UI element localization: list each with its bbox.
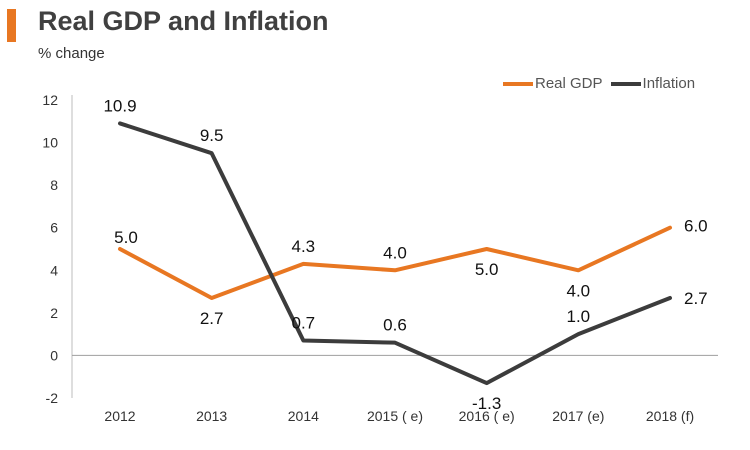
x-tick-label: 2016 ( e) — [459, 408, 515, 424]
y-tick-label: 12 — [42, 92, 58, 108]
legend-swatch-real-gdp — [503, 81, 533, 86]
data-label-real-gdp: 4.0 — [567, 281, 591, 300]
data-label-real-gdp: 6.0 — [684, 217, 708, 236]
y-tick-label: 4 — [50, 262, 58, 278]
y-tick-label: 2 — [50, 305, 58, 321]
legend-label-real-gdp: Real GDP — [535, 75, 603, 92]
y-tick-label: 0 — [50, 347, 58, 363]
data-label-real-gdp: 5.0 — [475, 260, 499, 279]
data-label-real-gdp: 4.3 — [292, 237, 316, 256]
data-label-inflation: 2.7 — [684, 289, 708, 308]
legend-swatch-inflation — [610, 81, 641, 86]
data-label-inflation: 10.9 — [103, 96, 136, 115]
data-label-inflation: 9.5 — [200, 126, 224, 145]
series-line-real-gdp — [118, 225, 672, 300]
chart-title: Real GDP and Inflation — [38, 6, 329, 36]
data-label-real-gdp: 5.0 — [114, 228, 138, 247]
y-tick-label: 8 — [50, 177, 58, 193]
x-tick-label: 2014 — [288, 408, 319, 424]
legend-item-inflation: Inflation — [610, 75, 696, 92]
legend-item-real-gdp: Real GDP — [503, 75, 603, 92]
x-tick-label: 2018 (f) — [646, 408, 694, 424]
data-label-real-gdp: 2.7 — [200, 309, 224, 328]
data-label-inflation: -1.3 — [472, 394, 501, 413]
legend: Real GDP Inflation — [503, 75, 695, 92]
title-accent-bar — [7, 9, 16, 42]
x-tick-label: 2013 — [196, 408, 227, 424]
series-line-inflation — [118, 121, 672, 386]
x-tick-label: 2015 ( e) — [367, 408, 423, 424]
data-label-inflation: 0.7 — [292, 314, 316, 333]
y-tick-label: 10 — [42, 135, 58, 151]
y-tick-label: 6 — [50, 220, 58, 236]
legend-label-inflation: Inflation — [642, 75, 696, 92]
chart-subtitle: % change — [38, 45, 105, 62]
data-label-inflation: 1.0 — [567, 307, 591, 326]
data-label-inflation: 0.6 — [383, 316, 407, 335]
y-tick-label: -2 — [46, 390, 59, 406]
x-tick-label: 2017 (e) — [552, 408, 604, 424]
x-tick-label: 2012 — [104, 408, 135, 424]
data-label-real-gdp: 4.0 — [383, 243, 407, 262]
